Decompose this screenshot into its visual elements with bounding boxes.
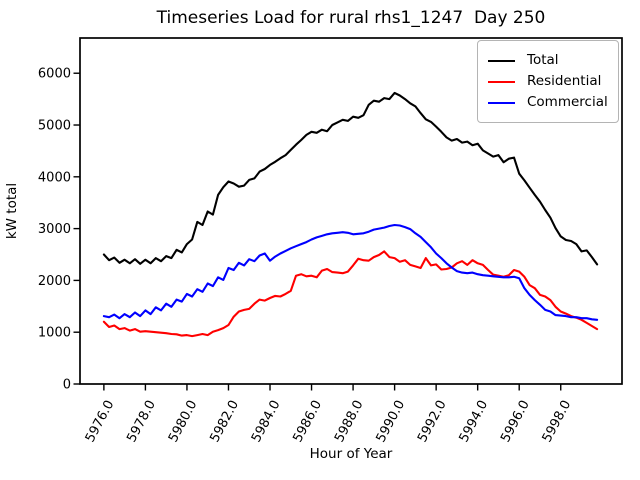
commercial-line-swatch (488, 101, 515, 104)
x-tick-label: 5986.0 (290, 398, 325, 445)
x-tick-label: 5976.0 (83, 398, 118, 445)
x-tick-label: 5994.0 (457, 398, 492, 445)
y-tick-label: 4000 (38, 170, 71, 185)
chart-title: Timeseries Load for rural rhs1_1247 Day … (156, 8, 546, 28)
y-axis-label: kW total (4, 182, 20, 240)
y-tick-label: 1000 (38, 326, 71, 341)
x-tick-label: 5988.0 (332, 398, 367, 445)
legend-item-residential: Residential (488, 73, 608, 90)
x-tick-label: 5998.0 (540, 398, 575, 445)
legend-label-total: Total (527, 52, 559, 68)
x-tick-label: 5980.0 (166, 398, 201, 445)
legend-item-total: Total (488, 52, 608, 69)
x-tick-label: 5978.0 (124, 398, 159, 445)
series-line-residential (102, 250, 599, 338)
series-line-total (102, 91, 599, 266)
legend-label-commercial: Commercial (527, 94, 608, 110)
x-tick-label: 5992.0 (415, 398, 450, 445)
y-tick-label: 6000 (38, 67, 71, 82)
residential-line-swatch (488, 80, 515, 83)
y-tick-label: 3000 (38, 222, 71, 237)
legend-label-residential: Residential (527, 73, 602, 89)
x-tick-label: 5996.0 (498, 398, 533, 445)
axes-box (79, 37, 623, 385)
total-line-swatch (488, 59, 515, 62)
legend: Total Residential Commercial (477, 40, 619, 123)
series-line-commercial (102, 223, 599, 321)
x-tick-label: 5990.0 (374, 398, 409, 445)
legend-item-commercial: Commercial (488, 94, 608, 111)
x-tick-label: 5982.0 (207, 398, 242, 445)
y-tick-label: 0 (63, 378, 71, 393)
x-tick-label: 5984.0 (249, 398, 284, 445)
y-tick-label: 2000 (38, 274, 71, 289)
x-axis-label: Hour of Year (309, 446, 393, 462)
y-tick-label: 5000 (38, 119, 71, 134)
